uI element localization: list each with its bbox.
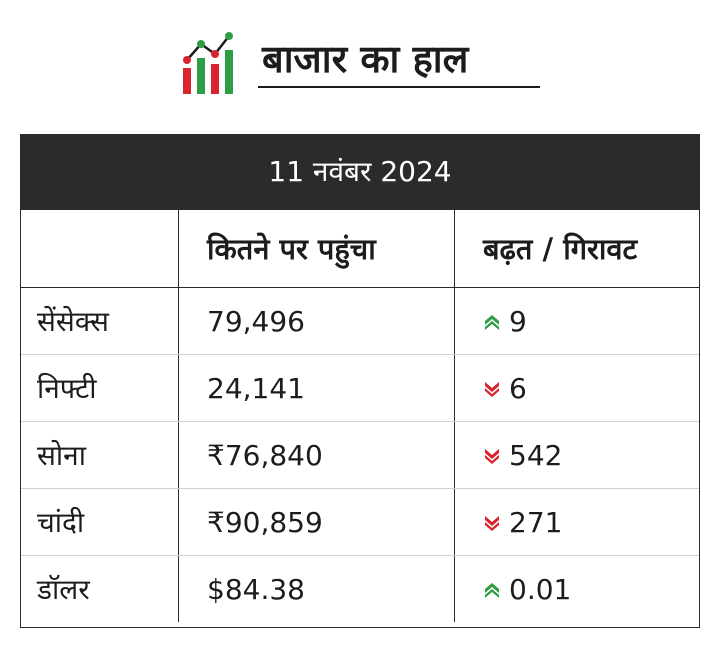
table-row: सोना ₹76,840 542 bbox=[21, 422, 699, 489]
table-grid: कितने पर पहुंचा बढ़त / गिरावट सेंसेक्स 79… bbox=[21, 210, 699, 622]
double-chevron-up-icon bbox=[485, 315, 499, 330]
table-row: सेंसेक्स 79,496 9 bbox=[21, 288, 699, 355]
row-change-cell: 542 bbox=[454, 422, 699, 488]
page-header: बाजार का हाल bbox=[0, 28, 720, 98]
row-name: चांदी bbox=[37, 506, 85, 539]
row-value: ₹76,840 bbox=[178, 422, 454, 488]
row-change-value: 6 bbox=[509, 371, 527, 405]
row-change-value: 542 bbox=[509, 438, 563, 472]
double-chevron-down-icon bbox=[485, 516, 499, 531]
row-change-value: 271 bbox=[509, 505, 563, 539]
date-header: 11 नवंबर 2024 bbox=[20, 134, 700, 210]
market-table: 11 नवंबर 2024 कितने पर पहुंचा बढ़त / गिर… bbox=[20, 134, 700, 628]
row-name: निफ्टी bbox=[37, 372, 97, 405]
double-chevron-down-icon bbox=[485, 449, 499, 464]
row-change-value: 0.01 bbox=[509, 572, 572, 606]
title-underline bbox=[258, 86, 540, 88]
double-chevron-up-icon bbox=[485, 583, 499, 598]
row-value: 24,141 bbox=[178, 355, 454, 421]
table-row: चांदी ₹90,859 271 bbox=[21, 489, 699, 556]
column-header-row: कितने पर पहुंचा बढ़त / गिरावट bbox=[21, 210, 699, 288]
row-value: $84.38 bbox=[178, 556, 454, 622]
row-change-cell: 271 bbox=[454, 489, 699, 555]
row-value: 79,496 bbox=[178, 288, 454, 354]
column-header-change: बढ़त / गिरावट bbox=[454, 210, 699, 287]
row-change-cell: 6 bbox=[454, 355, 699, 421]
rising-bar-chart-icon bbox=[183, 32, 233, 94]
row-value: ₹90,859 bbox=[178, 489, 454, 555]
table-row: डॉलर $84.38 0.01 bbox=[21, 556, 699, 622]
row-change-cell: 0.01 bbox=[454, 556, 699, 622]
table-row: निफ्टी 24,141 6 bbox=[21, 355, 699, 422]
column-header-value: कितने पर पहुंचा bbox=[178, 210, 454, 287]
row-name: सेंसेक्स bbox=[37, 305, 109, 338]
row-name: सोना bbox=[37, 439, 86, 472]
page-title: बाजार का हाल bbox=[262, 37, 469, 81]
row-name: डॉलर bbox=[37, 573, 90, 606]
double-chevron-down-icon bbox=[485, 382, 499, 397]
column-header-name bbox=[21, 210, 178, 287]
row-change-value: 9 bbox=[509, 304, 527, 338]
row-change-cell: 9 bbox=[454, 288, 699, 354]
